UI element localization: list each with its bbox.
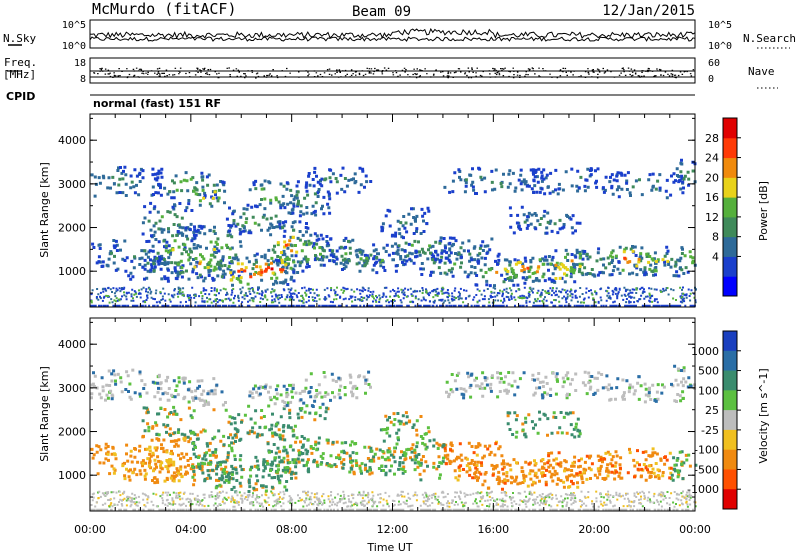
- power-ytick-label: 4000: [58, 134, 86, 147]
- power-ytick-label: 1000: [58, 265, 86, 278]
- nave-tick-top: 60: [708, 58, 720, 69]
- nsearch-tick-top: 10^5: [708, 20, 732, 31]
- x-axis-label: Time UT: [366, 541, 412, 554]
- velocity-heatmap: [90, 364, 698, 511]
- velocity-colorbar-tick: -1000: [687, 483, 719, 496]
- x-tick-label: 08:00: [276, 523, 308, 536]
- cpid-value: normal (fast) 151 RF: [93, 97, 221, 110]
- power-colorbar-title: Power [dB]: [757, 181, 770, 241]
- velocity-colorbar-title: Velocity [m s^-1]: [757, 368, 770, 463]
- power-colorbar-tick: 4: [712, 250, 719, 263]
- date-label: 12/Jan/2015: [602, 3, 695, 19]
- power-colorbar-tick: 24: [705, 152, 719, 165]
- velocity-ytick-label: 1000: [58, 469, 86, 482]
- velocity-colorbar-tick: 500: [698, 365, 719, 378]
- freq-label: Freq.: [4, 56, 37, 69]
- x-tick-label: 00:00: [74, 523, 106, 536]
- nsearch-trace: [89, 36, 696, 42]
- freq-nave-trace: [90, 67, 695, 79]
- nsky-tick-bottom: 10^0: [62, 41, 86, 52]
- velocity-ytick-label: 2000: [58, 426, 86, 439]
- power-ytick-label: 3000: [58, 178, 86, 191]
- nsky-trace: [89, 27, 696, 40]
- station-title: McMurdo (fitACF): [92, 0, 237, 18]
- freq-unit-label: [MHz]: [3, 68, 36, 81]
- velocity-ytick-label: 3000: [58, 382, 86, 395]
- velocity-colorbar-tick: -100: [694, 444, 719, 457]
- velocity-colorbar-tick: 100: [698, 384, 719, 397]
- nsearch-tick-bottom: 10^0: [708, 41, 732, 52]
- power-colorbar-tick: 20: [705, 171, 719, 184]
- power-ylabel: Slant Range [km]: [38, 162, 51, 258]
- velocity-colorbar: 1000 500 100 25 -25 -100 -500 -1000: [687, 330, 741, 510]
- power-colorbar-tick: 8: [712, 231, 719, 244]
- cpid-label: CPID: [6, 90, 35, 103]
- power-colorbar-tick: 12: [705, 211, 719, 224]
- x-tick-label: 16:00: [477, 523, 509, 536]
- beam-label: Beam 09: [352, 4, 411, 20]
- nsearch-label: N.Search: [743, 32, 796, 45]
- velocity-colorbar-tick: -500: [694, 463, 719, 476]
- freq-tick-top: 18: [74, 58, 86, 69]
- power-panel-frame: [89, 113, 696, 308]
- nsky-tick-top: 10^5: [62, 20, 86, 31]
- velocity-ylabel: Slant Range [km]: [38, 366, 51, 462]
- velocity-colorbar-tick: 25: [705, 404, 719, 417]
- nsky-panel: [89, 19, 696, 49]
- freq-tick-bottom: 8: [80, 74, 86, 85]
- velocity-colorbar-tick: 1000: [691, 345, 719, 358]
- x-tick-label: 20:00: [578, 523, 610, 536]
- velocity-colorbar-tick: -25: [701, 424, 719, 437]
- velocity-ytick-label: 4000: [58, 338, 86, 351]
- nave-label: Nave: [748, 65, 775, 78]
- x-tick-label: 00:00: [679, 523, 711, 536]
- x-tick-label: 12:00: [377, 523, 409, 536]
- power-ytick-label: 2000: [58, 222, 86, 235]
- power-colorbar: 28 24 20 16 12 8 4: [705, 117, 741, 297]
- power-heatmap: [90, 158, 698, 307]
- power-colorbar-tick: 28: [705, 132, 719, 145]
- x-tick-label: 04:00: [175, 523, 207, 536]
- power-colorbar-tick: 16: [705, 191, 719, 204]
- nsky-label: N.Sky: [3, 32, 36, 45]
- nave-tick-bottom: 0: [708, 74, 714, 85]
